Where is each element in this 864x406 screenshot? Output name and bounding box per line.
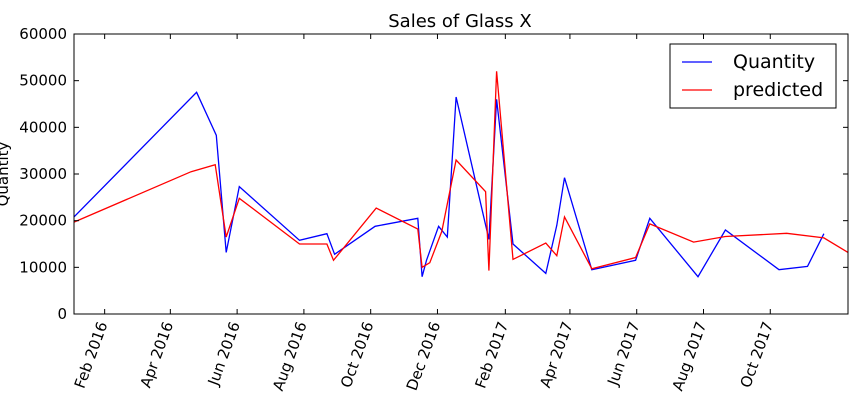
x-tick-label: Feb 2016	[71, 319, 112, 390]
y-tick-label: 20000	[19, 212, 67, 230]
x-tick-label: Jun 2017	[604, 319, 644, 388]
x-tick-label: Oct 2016	[337, 319, 377, 390]
series-layer	[73, 71, 849, 278]
legend-label-predicted: predicted	[733, 79, 823, 101]
legend-frame	[669, 43, 837, 109]
legend-label-quantity: Quantity	[733, 51, 815, 73]
y-tick-label: 40000	[19, 118, 67, 136]
chart-title: Sales of Glass X	[388, 11, 532, 32]
x-tick-label: Aug 2016	[269, 319, 311, 393]
y-tick-label: 50000	[19, 72, 67, 90]
y-tick-label: 10000	[19, 258, 67, 276]
y-axis-label: Quantity	[0, 141, 12, 206]
series-line-predicted	[73, 71, 849, 271]
x-tick-label: Apr 2016	[137, 319, 177, 390]
y-tick-label: 0	[57, 305, 67, 323]
x-tick-label: Apr 2017	[536, 319, 576, 390]
series-line-quantity	[73, 91, 825, 278]
x-tick-label: Aug 2017	[669, 319, 711, 393]
y-tick-label: 30000	[19, 165, 67, 183]
x-tick-label: Oct 2017	[737, 319, 777, 390]
y-tick-label: 60000	[19, 25, 67, 43]
x-tick-label: Dec 2016	[403, 319, 445, 393]
legend: Quantity predicted	[669, 43, 837, 109]
x-tick-label: Jun 2016	[204, 319, 244, 388]
x-tick-label: Feb 2017	[471, 319, 512, 390]
